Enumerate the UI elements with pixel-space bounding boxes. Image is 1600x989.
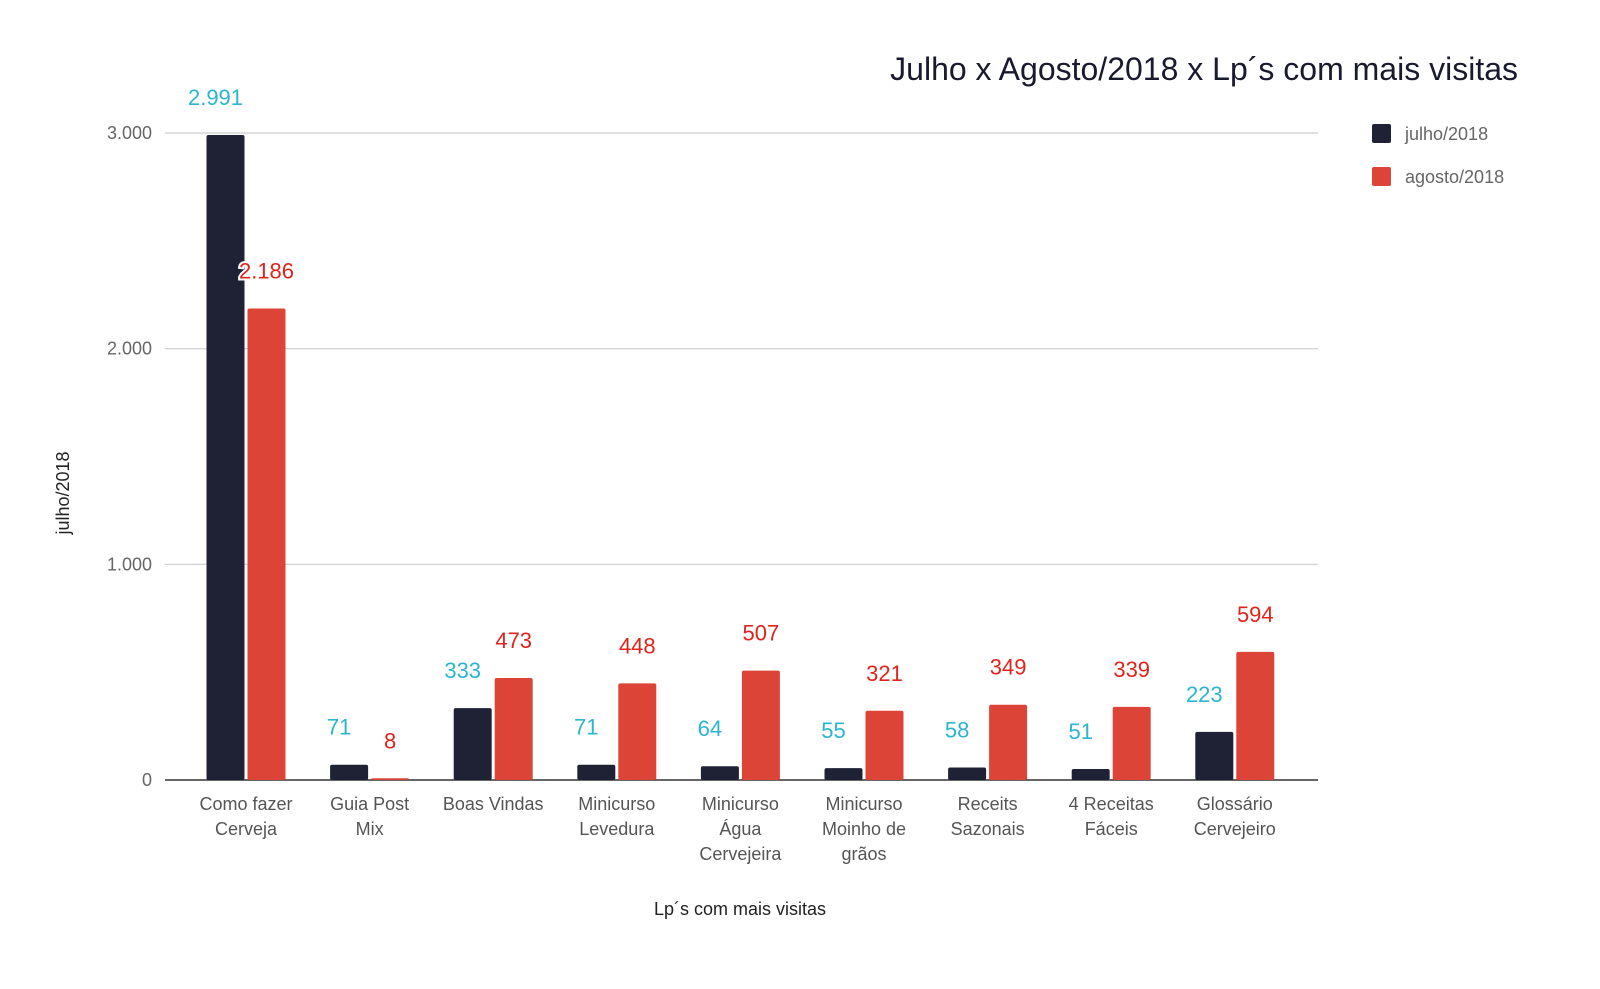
category-label: Cervejeiro (1194, 819, 1276, 839)
data-label: 594 (1237, 602, 1274, 627)
bar-agosto-2018 (1236, 651, 1275, 780)
bar-agosto-2018 (1112, 706, 1151, 780)
category-label: Água (719, 819, 762, 839)
data-label: 333 (444, 658, 481, 683)
legend-label: agosto/2018 (1405, 167, 1504, 187)
legend-swatch (1372, 124, 1391, 143)
data-label: 473 (495, 628, 532, 653)
data-label: 349 (990, 655, 1027, 680)
category-label: Cervejeira (699, 844, 782, 864)
category-label: Mix (356, 819, 384, 839)
category-label: Fáceis (1085, 819, 1138, 839)
data-label: 55 (821, 718, 845, 743)
bar-agosto-2018 (989, 704, 1028, 780)
category-label: Receits (958, 794, 1018, 814)
data-label: 321 (866, 661, 903, 686)
data-label: 8 (384, 728, 396, 753)
y-tick-label: 2.000 (107, 339, 152, 359)
bar-julho-2018 (577, 764, 616, 780)
bar-julho-2018 (824, 768, 863, 780)
bar-agosto-2018 (865, 710, 904, 780)
y-axis-label: julho/2018 (53, 451, 73, 535)
category-label: 4 Receitas (1069, 794, 1154, 814)
category-label: Cerveja (215, 819, 278, 839)
bar-julho-2018 (700, 766, 739, 780)
data-label: 71 (327, 715, 351, 740)
category-label: Minicurso (578, 794, 655, 814)
bar-agosto-2018 (618, 683, 657, 780)
bar-agosto-2018 (741, 670, 780, 780)
category-label: Guia Post (330, 794, 409, 814)
category-label: Sazonais (951, 819, 1025, 839)
category-label: grãos (841, 844, 886, 864)
x-axis-label: Lp´s com mais visitas (654, 899, 826, 919)
data-label: 448 (619, 633, 656, 658)
y-tick-label: 0 (142, 770, 152, 790)
y-tick-label: 1.000 (107, 554, 152, 574)
data-label: 339 (1113, 657, 1150, 682)
category-label: Levedura (579, 819, 655, 839)
data-label: 51 (1068, 719, 1092, 744)
data-label: 2.186 (239, 259, 294, 284)
chart-title: Julho x Agosto/2018 x Lp´s com mais visi… (890, 51, 1518, 87)
category-label: Glossário (1197, 794, 1273, 814)
data-label: 223 (1186, 682, 1223, 707)
category-label: Minicurso (702, 794, 779, 814)
bar-julho-2018 (453, 708, 492, 780)
data-label: 507 (743, 621, 780, 646)
category-label: Moinho de (822, 819, 906, 839)
bar-julho-2018 (206, 134, 245, 781)
data-label: 2.991 (188, 85, 243, 110)
category-label: Boas Vindas (443, 794, 544, 814)
y-tick-label: 3.000 (107, 123, 152, 143)
bar-julho-2018 (1071, 769, 1110, 780)
legend-swatch (1372, 167, 1391, 186)
data-label: 71 (574, 715, 598, 740)
legend-label: julho/2018 (1404, 124, 1488, 144)
bar-julho-2018 (1195, 731, 1234, 780)
category-label: Minicurso (825, 794, 902, 814)
bar-agosto-2018 (371, 778, 410, 780)
data-label: 58 (945, 717, 969, 742)
bar-agosto-2018 (494, 677, 533, 780)
bar-julho-2018 (948, 767, 987, 780)
bar-julho-2018 (330, 764, 369, 780)
category-label: Como fazer (199, 794, 292, 814)
bar-agosto-2018 (247, 308, 286, 780)
data-label: 64 (698, 716, 722, 741)
